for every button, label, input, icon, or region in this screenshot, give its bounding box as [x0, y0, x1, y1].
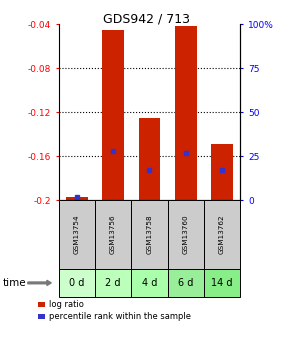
Text: log ratio: log ratio — [49, 300, 84, 309]
Text: GSM13758: GSM13758 — [146, 215, 152, 254]
Text: time: time — [3, 278, 27, 288]
Text: GDS942 / 713: GDS942 / 713 — [103, 12, 190, 25]
Bar — [102, 30, 124, 200]
Text: percentile rank within the sample: percentile rank within the sample — [49, 312, 191, 321]
Text: GSM13762: GSM13762 — [219, 215, 225, 254]
Text: 2 d: 2 d — [105, 278, 121, 288]
Bar — [211, 144, 233, 200]
Text: 14 d: 14 d — [211, 278, 233, 288]
Bar — [66, 197, 88, 200]
Text: GSM13756: GSM13756 — [110, 215, 116, 254]
Text: GSM13760: GSM13760 — [183, 215, 189, 254]
Text: GSM13754: GSM13754 — [74, 215, 80, 254]
Text: 6 d: 6 d — [178, 278, 193, 288]
Bar — [175, 26, 197, 200]
Text: 4 d: 4 d — [142, 278, 157, 288]
Text: 0 d: 0 d — [69, 278, 84, 288]
Bar — [139, 118, 160, 200]
